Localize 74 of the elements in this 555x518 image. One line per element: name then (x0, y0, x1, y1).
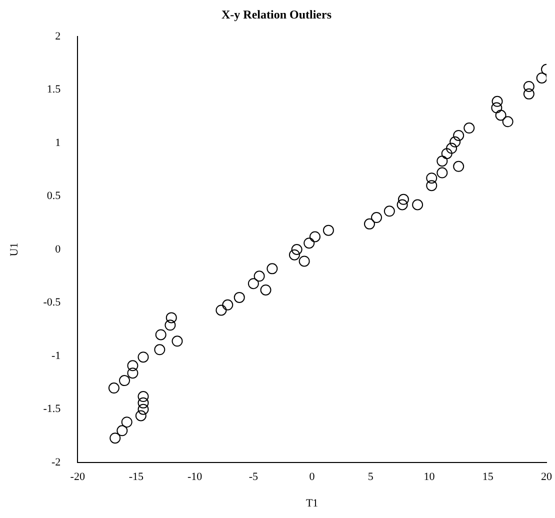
point (304, 238, 315, 249)
y-tick-label: -1.5 (43, 403, 62, 416)
point (396, 199, 408, 210)
point (288, 249, 300, 260)
point (138, 404, 149, 415)
point (138, 352, 149, 363)
x-tick-label: -10 (188, 471, 203, 484)
point (398, 194, 409, 205)
point (426, 180, 438, 192)
x-tick-label: 10 (424, 471, 436, 484)
point (426, 172, 438, 184)
y-tick-label: -0.5 (43, 296, 62, 309)
point (436, 167, 448, 178)
y-tick-label: 2 (55, 30, 61, 42)
point (216, 304, 227, 316)
point (266, 263, 278, 274)
point (164, 320, 176, 331)
point (248, 278, 259, 290)
point (436, 156, 448, 167)
x-tick-label: 0 (309, 471, 316, 484)
point (309, 231, 320, 242)
point (234, 292, 245, 303)
point (412, 199, 424, 210)
point (441, 148, 452, 160)
point (121, 416, 132, 428)
point (166, 312, 177, 324)
point (450, 136, 461, 148)
point (155, 329, 166, 340)
y-tick-label: 1.5 (46, 84, 62, 96)
point (453, 160, 464, 172)
y-tick-label: -1 (51, 350, 61, 362)
point (364, 218, 375, 230)
point (154, 344, 166, 356)
point (502, 116, 514, 128)
x-tick-label: 15 (482, 471, 494, 484)
point (492, 96, 503, 107)
x-tick-label: -20 (70, 471, 86, 484)
point (138, 391, 149, 402)
point (536, 72, 546, 84)
point (384, 206, 395, 217)
x-tick-label: 20 (541, 471, 552, 484)
y-axis-title: U1 (8, 242, 20, 256)
point (127, 360, 138, 372)
point (322, 224, 334, 236)
point (453, 130, 464, 141)
point (523, 80, 534, 92)
chart-title: X-y Relation Outliers (222, 7, 332, 22)
x-tick-label: -5 (248, 471, 259, 484)
point (291, 244, 302, 255)
point (110, 432, 121, 444)
y-tick-label: 0.5 (46, 190, 62, 202)
point (254, 270, 265, 282)
point (119, 375, 130, 386)
y-tick-label: -2 (51, 456, 61, 468)
point (260, 284, 272, 296)
point (523, 88, 534, 100)
point (135, 410, 146, 422)
point (298, 256, 310, 267)
point (446, 142, 458, 154)
point (371, 212, 382, 224)
point (222, 299, 234, 310)
x-axis-title: T1 (306, 497, 318, 510)
point (108, 382, 120, 394)
point (464, 122, 475, 134)
point (127, 368, 138, 379)
point (138, 397, 149, 408)
y-tick-label: 0 (55, 243, 62, 256)
y-tick-label: 1 (55, 136, 61, 149)
point (495, 110, 506, 121)
point (172, 336, 183, 347)
x-tick-label: 5 (368, 471, 374, 484)
x-tick-label: -15 (128, 471, 144, 484)
point (491, 102, 502, 114)
point (116, 425, 128, 436)
